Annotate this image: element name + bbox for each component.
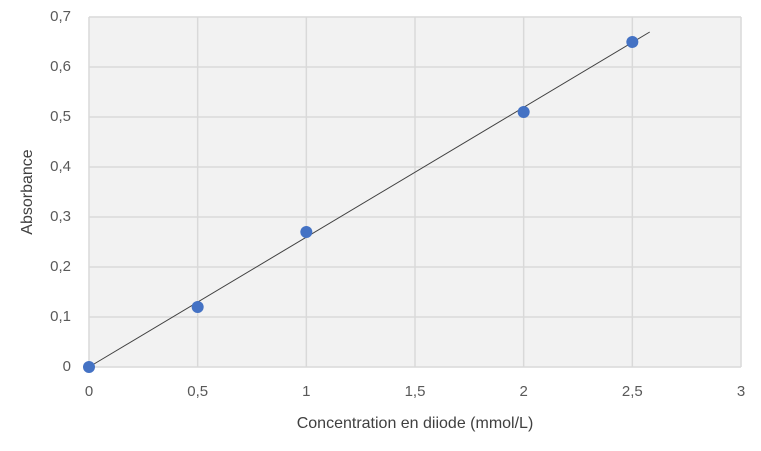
x-tick-label: 2,5	[622, 383, 643, 400]
data-point	[517, 106, 530, 118]
data-point	[300, 226, 313, 238]
y-tick-label: 0,5	[50, 108, 71, 125]
data-point	[626, 36, 639, 48]
x-axis-title: Concentration en diiode (mmol/L)	[297, 415, 534, 432]
x-tick-label: 3	[737, 383, 745, 400]
y-tick-label: 0,6	[50, 58, 71, 75]
x-tick-label: 1	[302, 383, 310, 400]
y-tick-label: 0,1	[50, 308, 71, 325]
x-tick-label: 2	[519, 383, 527, 400]
trendline	[88, 31, 650, 368]
x-tick-label: 0,5	[187, 383, 208, 400]
y-tick-label: 0,7	[50, 8, 71, 25]
data-point	[191, 301, 204, 313]
x-tick-label: 1,5	[405, 383, 426, 400]
y-axis-title: Absorbance	[19, 149, 36, 234]
x-tick-label: 0	[85, 383, 93, 400]
data-point	[83, 361, 95, 373]
y-tick-label: 0,2	[50, 258, 71, 275]
y-tick-label: 0,3	[50, 208, 71, 225]
y-tick-label: 0	[63, 358, 71, 375]
y-tick-label: 0,4	[50, 158, 71, 175]
